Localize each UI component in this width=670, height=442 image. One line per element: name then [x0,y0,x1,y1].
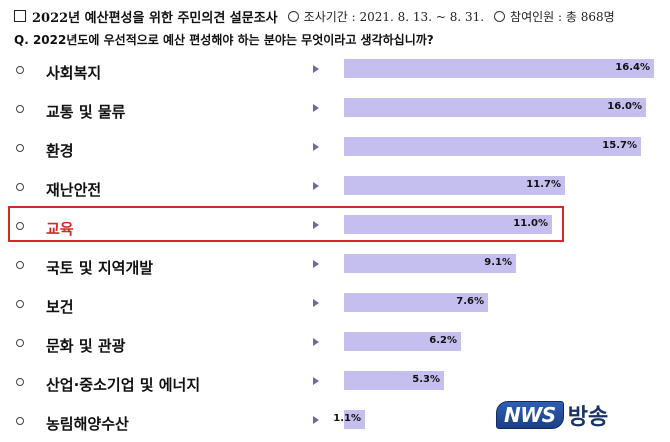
survey-period-text: 조사기간 : 2021. 8. 13. ~ 8. 31. [303,9,485,24]
chart-row: 보건 7.6% [0,286,670,325]
arrow-right-icon [313,221,319,229]
data-label: 1.1% [333,413,361,424]
checkbox-icon [14,10,26,22]
category-label: 보건 [46,298,74,316]
arrow-right-icon [313,143,319,151]
category-label: 재난안전 [46,181,102,199]
bullet-icon [16,300,24,308]
category-label: 국토 및 지역개발 [46,259,154,277]
bullet-icon [16,66,24,74]
chart-row: 환경 15.7% [0,130,670,169]
bar: 11.0% [344,215,552,234]
chart-row: 사회복지 16.4% [0,52,670,91]
survey-participants-text: 참여인원 : 총 868명 [510,9,615,24]
bullet-icon [16,378,24,386]
category-label: 사회복지 [46,64,102,82]
data-label: 5.3% [412,374,440,385]
logo-suffix: 방송 [567,405,609,430]
arrow-right-icon [313,338,319,346]
bullet-icon [16,339,24,347]
chart-row: 교통 및 물류 16.0% [0,91,670,130]
category-label: 문화 및 관광 [46,337,126,355]
chart-row: 문화 및 관광 6.2% [0,325,670,364]
data-label: 6.2% [429,335,457,346]
bar: 7.6% [344,293,488,312]
circle-icon [287,10,299,22]
category-label: 환경 [46,142,74,160]
arrow-right-icon [313,182,319,190]
nws-logo: NWS 방송 [496,398,608,432]
arrow-right-icon [313,416,319,424]
data-label: 15.7% [602,140,637,151]
survey-period: 조사기간 : 2021. 8. 13. ~ 8. 31. [287,8,485,25]
bar: 16.4% [344,59,654,78]
chart-row: 국토 및 지역개발 9.1% [0,247,670,286]
data-label: 16.0% [607,101,642,112]
bullet-icon [16,144,24,152]
arrow-right-icon [313,104,319,112]
arrow-right-icon [313,65,319,73]
category-label: 산업·중소기업 및 에너지 [46,376,201,394]
data-label: 11.0% [513,218,548,229]
chart-row: 농림해양수산 1.1% [0,403,670,442]
bar: 5.3% [344,371,444,390]
bar: 9.1% [344,254,516,273]
bar: 15.7% [344,137,641,156]
data-label: 7.6% [456,296,484,307]
data-label: 11.7% [526,179,561,190]
arrow-right-icon [313,299,319,307]
bullet-icon [16,222,24,230]
category-label: 농림해양수산 [46,415,129,433]
chart-row: 재난안전 11.7% [0,169,670,208]
bar: 16.0% [344,98,646,117]
bullet-icon [16,183,24,191]
bullet-icon [16,105,24,113]
survey-question: Q. 2022년도에 우선적으로 예산 편성해야 하는 분야는 무엇이라고 생각… [14,33,434,47]
bullet-icon [16,261,24,269]
chart-row: 교육 11.0% [0,208,670,247]
logo-brand: NWS [496,401,564,429]
survey-title: 2022년 예산편성을 위한 주민의견 설문조사 [32,10,278,26]
data-label: 16.4% [615,62,650,73]
data-label: 9.1% [484,257,512,268]
chart-row: 산업·중소기업 및 에너지 5.3% [0,364,670,403]
category-label: 교육 [46,220,74,238]
circle-icon [494,10,506,22]
arrow-right-icon [313,260,319,268]
highlight-box [8,206,564,242]
bar: 1.1% [333,410,365,429]
category-label: 교통 및 물류 [46,103,126,121]
arrow-right-icon [313,377,319,385]
survey-participants: 참여인원 : 총 868명 [494,8,615,25]
bar: 11.7% [344,176,565,195]
survey-header: 2022년 예산편성을 위한 주민의견 설문조사 조사기간 : 2021. 8.… [14,6,615,26]
bullet-icon [16,417,24,425]
bar: 6.2% [344,332,461,351]
